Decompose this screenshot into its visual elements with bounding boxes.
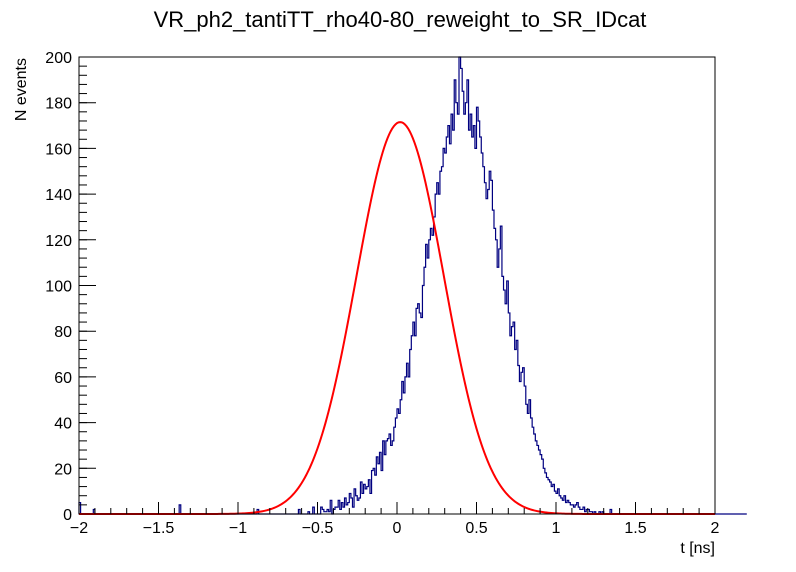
y-tick-label: 0: [63, 507, 72, 524]
y-tick-label: 120: [45, 233, 72, 250]
x-tick-label: −1: [229, 520, 247, 537]
x-tick-label: −0.5: [302, 520, 334, 537]
x-tick-label: 0: [393, 520, 402, 537]
y-tick-label: 60: [54, 370, 72, 387]
fit-curve: [79, 121, 715, 515]
histogram-series: [78, 56, 747, 515]
y-tick-label: 80: [54, 324, 72, 341]
x-axis-label: t [ns]: [680, 540, 715, 557]
x-tick-label: −1.5: [143, 520, 175, 537]
y-axis-label: N events: [13, 58, 30, 121]
x-tick-label: −2: [70, 520, 88, 537]
y-tick-label: 180: [45, 96, 72, 113]
chart-title: VR_ph2_tantiTT_rho40-80_reweight_to_SR_I…: [154, 7, 647, 32]
plot-frame: [78, 56, 716, 515]
y-axis: 0 20 40 60 80 100 120 140 160 180 200: [45, 50, 96, 524]
y-tick-label: 140: [45, 187, 72, 204]
plot-area: [78, 56, 747, 515]
x-tick-label: 1.5: [624, 520, 646, 537]
x-axis: −2 −1.5 −1 −0.5 0 0.5 1 1.5 2: [70, 502, 720, 537]
y-tick-label: 100: [45, 279, 72, 296]
y-tick-label: 200: [45, 50, 72, 67]
x-tick-label: 1: [552, 520, 561, 537]
x-tick-label: 0.5: [465, 520, 487, 537]
y-tick-label: 20: [54, 461, 72, 478]
y-tick-label: 40: [54, 416, 72, 433]
y-tick-label: 160: [45, 141, 72, 158]
x-tick-label: 2: [711, 520, 720, 537]
